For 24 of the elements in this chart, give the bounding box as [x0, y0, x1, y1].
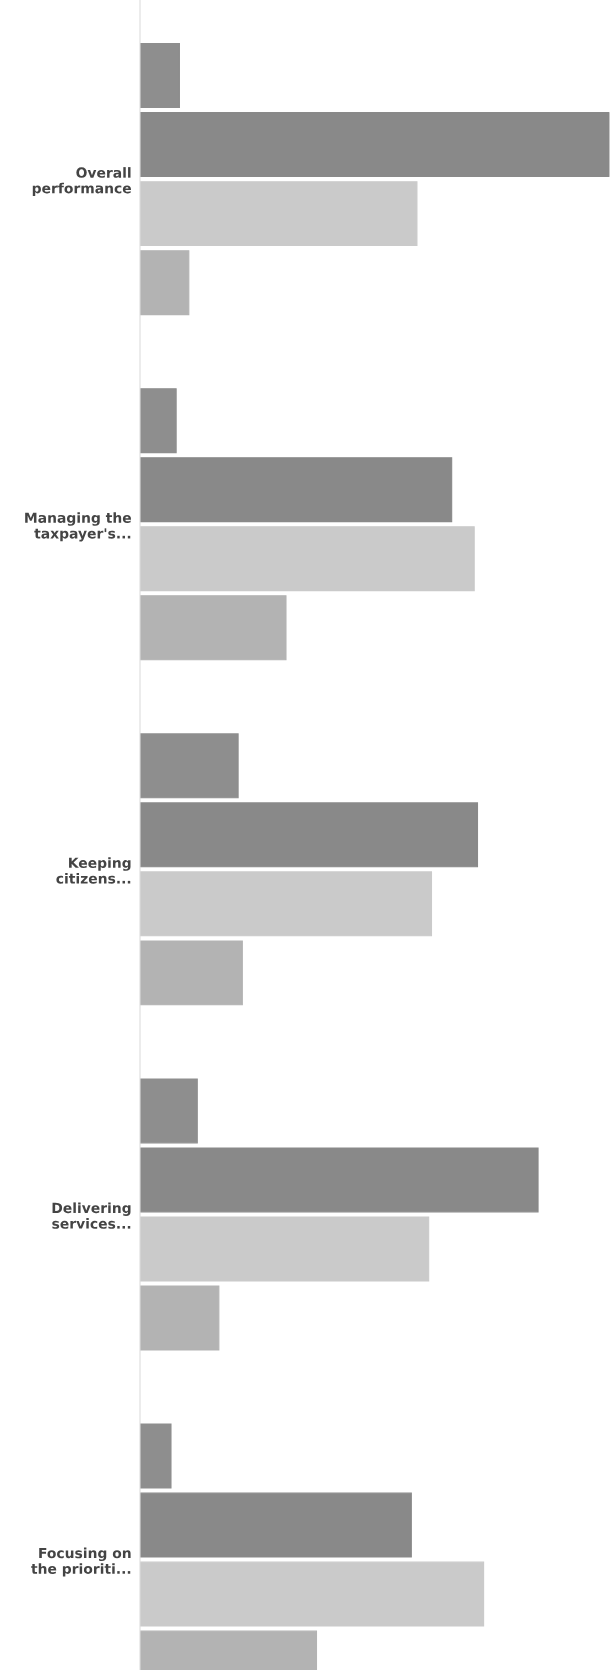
bar	[140, 733, 239, 799]
bar	[140, 802, 479, 868]
bar	[140, 1285, 220, 1351]
bar	[140, 1561, 485, 1627]
bar	[140, 1216, 430, 1282]
bar	[140, 1147, 539, 1213]
y-tick-label: Focusing on the prioriti...	[31, 1547, 131, 1577]
bar	[140, 250, 190, 316]
bar	[140, 940, 243, 1006]
bar	[140, 526, 475, 592]
bar	[140, 595, 287, 661]
bar	[140, 1492, 412, 1558]
bar	[140, 1423, 172, 1489]
y-tick-label: Delivering services...	[52, 1202, 131, 1229]
y-tick-label: Keeping citizens...	[56, 857, 131, 884]
y-tick-label: Overall performance	[32, 167, 131, 197]
bar	[140, 871, 433, 937]
bar	[140, 43, 180, 109]
bar	[140, 112, 610, 178]
bar	[140, 388, 177, 454]
bar	[140, 181, 418, 247]
bar	[140, 1078, 198, 1144]
y-tick-label: Managing the taxpayer's...	[25, 512, 131, 542]
bar	[140, 457, 453, 523]
